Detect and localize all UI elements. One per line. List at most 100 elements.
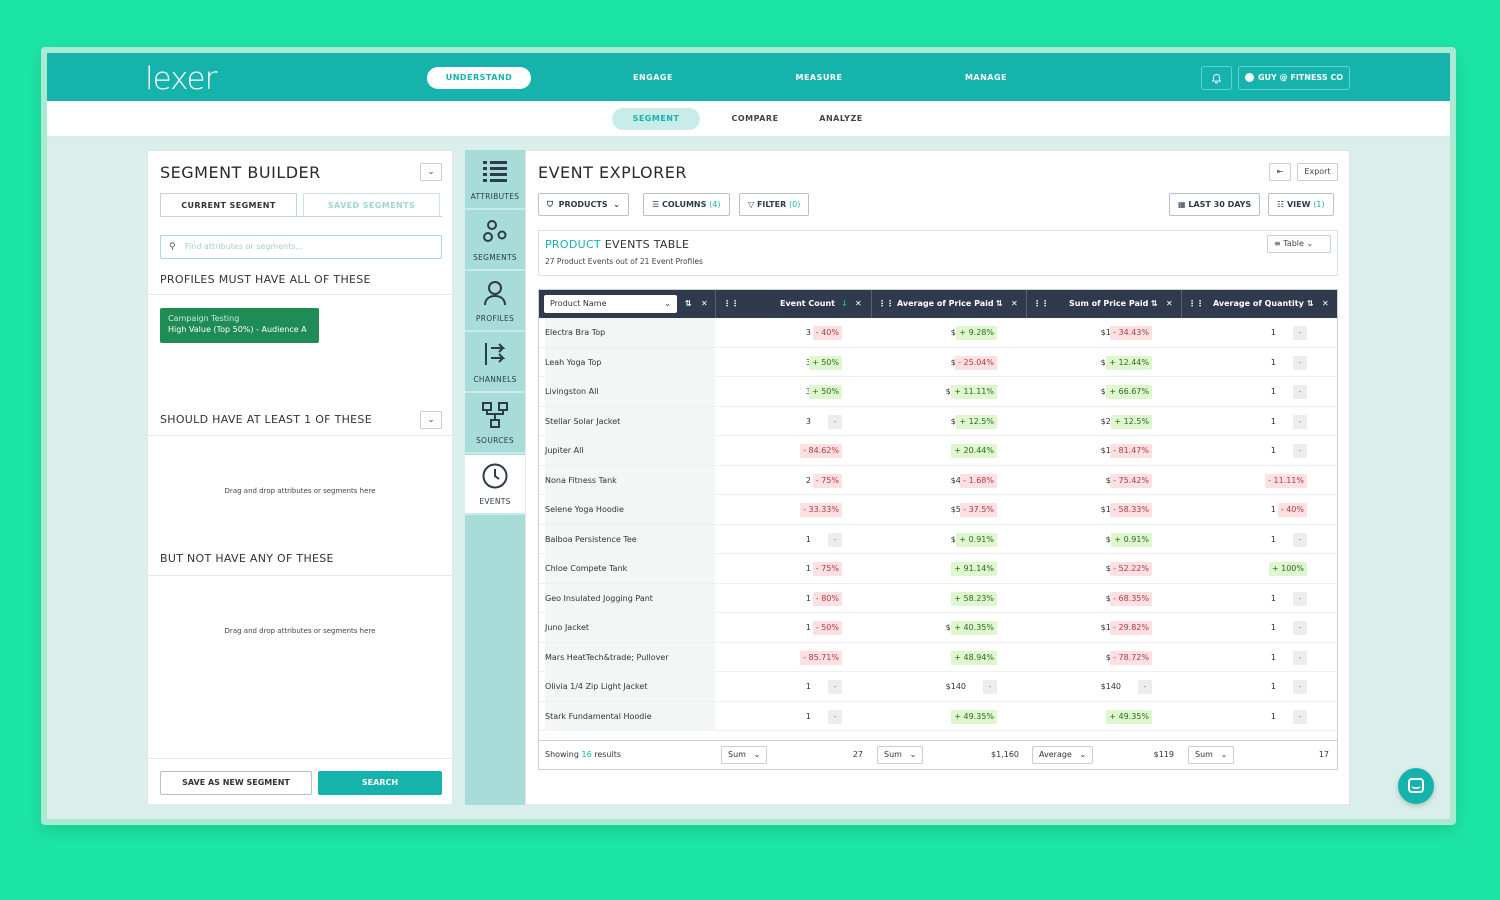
chevron-down-icon: ⌄ bbox=[427, 415, 435, 425]
sidebar-item-events[interactable]: EVENTS bbox=[465, 455, 525, 515]
table-row[interactable]: Livingston All3+ 50%$110+ 11.11%$330+ 66… bbox=[539, 377, 1337, 407]
close-icon[interactable]: ✕ bbox=[1011, 299, 1018, 308]
drag-handle-icon[interactable]: ⋮⋮ bbox=[723, 299, 739, 308]
drag-handle-icon[interactable]: ⋮⋮ bbox=[1188, 299, 1204, 308]
sidebar-item-channels[interactable]: CHANNELS bbox=[465, 333, 525, 393]
segment-chip[interactable]: Campaign Testing High Value (Top 50%) - … bbox=[160, 308, 319, 343]
drop-zone-should[interactable]: Drag and drop attributes or segments her… bbox=[224, 487, 376, 495]
collapse-panel-button[interactable]: ⇤ bbox=[1269, 163, 1291, 181]
collapse-button[interactable]: ⌄ bbox=[420, 163, 442, 181]
change-badge: + 0.91% bbox=[1111, 532, 1152, 547]
sort-icon[interactable]: ⇅ bbox=[996, 299, 1003, 308]
sidebar-item-profiles[interactable]: PROFILES bbox=[465, 272, 525, 332]
change-badge: - bbox=[1293, 385, 1307, 399]
results-summary: Showing 16 results bbox=[545, 750, 621, 759]
value-cell: 1 bbox=[1270, 505, 1276, 514]
date-range-label: LAST 30 DAYS bbox=[1188, 200, 1252, 209]
chevron-down-icon: ⌄ bbox=[427, 167, 435, 177]
chat-launcher[interactable] bbox=[1398, 768, 1434, 804]
change-badge: - 50% bbox=[812, 621, 842, 635]
change-badge: - bbox=[828, 709, 842, 724]
sort-icon[interactable]: ⇅ bbox=[1151, 299, 1158, 308]
table-row[interactable]: Olivia 1/4 Zip Light Jacket 1 - $140 - $140 - 1… bbox=[539, 672, 1337, 702]
drag-handle-icon[interactable]: ⋮⋮ bbox=[878, 299, 894, 308]
sort-icon[interactable]: ⇅ bbox=[685, 299, 692, 308]
search-button[interactable]: SEARCH bbox=[318, 771, 442, 795]
close-icon[interactable]: ✕ bbox=[701, 299, 708, 308]
header-event-count[interactable]: Event Count bbox=[780, 299, 835, 308]
aggregate-value: Sum bbox=[1195, 750, 1213, 759]
change-badge: - 34.43% bbox=[1110, 326, 1152, 340]
aggregate-value: Average bbox=[1039, 750, 1072, 759]
header-sum-price[interactable]: Sum of Price Paid bbox=[1069, 299, 1149, 308]
aggregate-value: Sum bbox=[728, 750, 746, 759]
date-range-button[interactable]: ▦ LAST 30 DAYS bbox=[1169, 193, 1261, 216]
events-table: Product Name ⌄ ⇅ ✕ ⋮⋮ Event Count ↓ ✕ ⋮⋮ … bbox=[538, 289, 1338, 770]
aggregate-select-sum-price[interactable]: Average ⌄ bbox=[1032, 746, 1094, 764]
sort-down-icon[interactable]: ↓ bbox=[841, 299, 848, 308]
subtab-analyze[interactable]: ANALYZE bbox=[819, 114, 863, 123]
view-type-value: Table bbox=[1283, 239, 1304, 248]
notifications-button[interactable] bbox=[1201, 66, 1232, 90]
value-cell: 1 bbox=[1270, 623, 1276, 632]
close-icon[interactable]: ✕ bbox=[1322, 299, 1329, 308]
calendar-icon: ▦ bbox=[1178, 200, 1186, 209]
tab-current-segment[interactable]: CURRENT SEGMENT bbox=[160, 193, 297, 217]
change-badge: - 1.68% bbox=[960, 473, 997, 488]
tab-saved-segments[interactable]: SAVED SEGMENTS bbox=[303, 193, 440, 217]
nav-engage[interactable]: ENGAGE bbox=[633, 73, 673, 82]
export-button[interactable]: Export bbox=[1297, 163, 1338, 181]
close-icon[interactable]: ✕ bbox=[855, 299, 862, 308]
aggregate-select-avg-price[interactable]: Sum ⌄ bbox=[877, 746, 924, 764]
save-as-new-segment-button[interactable]: SAVE AS NEW SEGMENT bbox=[160, 771, 312, 795]
aggregate-select-event-count[interactable]: Sum ⌄ bbox=[721, 746, 768, 764]
close-icon[interactable]: ✕ bbox=[1166, 299, 1173, 308]
nav-manage[interactable]: MANAGE bbox=[964, 73, 1008, 82]
table-title-rest: EVENTS TABLE bbox=[600, 238, 690, 251]
product-name-select[interactable]: Product Name ⌄ bbox=[544, 295, 677, 313]
change-badge: + 49.35% bbox=[1106, 709, 1152, 724]
columns-button[interactable]: ☰ COLUMNS (4) bbox=[643, 193, 730, 216]
search-attributes-input[interactable]: ⚲ Find attributes or segments... bbox=[160, 235, 442, 259]
header-avg-price[interactable]: Average of Price Paid bbox=[897, 299, 994, 308]
product-name-cell: Mars HeatTech&trade; Pullover bbox=[545, 642, 715, 672]
sidebar-item-sources[interactable]: SOURCES bbox=[465, 394, 525, 454]
chevron-down-icon: ⌄ bbox=[1079, 750, 1087, 759]
table-row[interactable]: Selene Yoga Hoodie2- 33.33%$50- 37.5%$10… bbox=[539, 495, 1337, 525]
sidebar-item-attributes[interactable]: ATTRIBUTES bbox=[465, 150, 525, 210]
view-type-select[interactable]: ≡ Table ⌄ bbox=[1267, 235, 1331, 253]
product-name-cell: Nona Fitness Tank bbox=[545, 465, 715, 495]
subtab-compare[interactable]: COMPARE bbox=[731, 114, 779, 123]
table-row[interactable]: Jupiter All2- 84.62%$60+ 20.44%$120- 81.… bbox=[539, 436, 1337, 466]
drop-zone-not[interactable]: Drag and drop attributes or segments her… bbox=[224, 627, 376, 635]
subtab-segment[interactable]: SEGMENT bbox=[612, 108, 700, 130]
header-avg-quantity[interactable]: Average of Quantity bbox=[1213, 299, 1304, 308]
table-row[interactable]: Mars HeatTech&trade; Pullover1- 85.71%$9… bbox=[539, 642, 1337, 672]
table-title: PRODUCT EVENTS TABLE bbox=[545, 238, 689, 251]
nav-understand[interactable]: UNDERSTAND bbox=[427, 67, 531, 89]
filter-button[interactable]: ▽ FILTER (0) bbox=[739, 193, 810, 216]
aggregate-select-avg-quantity[interactable]: Sum ⌄ bbox=[1188, 746, 1235, 764]
should-collapse-button[interactable]: ⌄ bbox=[420, 411, 442, 429]
products-dropdown[interactable]: ⛉ PRODUCTS ⌄ bbox=[538, 193, 629, 216]
divider bbox=[148, 294, 452, 295]
account-menu[interactable]: GUY @ FITNESS CO bbox=[1238, 66, 1350, 90]
filter-count: (0) bbox=[789, 200, 801, 209]
view-button[interactable]: ☷ VIEW (1) bbox=[1268, 193, 1334, 216]
profile-icon bbox=[484, 281, 506, 306]
sidebar-item-segments[interactable]: SEGMENTS bbox=[465, 211, 525, 271]
nav-measure[interactable]: MEASURE bbox=[795, 73, 843, 82]
sort-icon[interactable]: ⇅ bbox=[1307, 299, 1314, 308]
column-divider bbox=[1181, 290, 1182, 318]
lexer-logo[interactable]: lexer bbox=[145, 61, 217, 97]
drag-handle-icon[interactable]: ⋮⋮ bbox=[1033, 299, 1049, 308]
